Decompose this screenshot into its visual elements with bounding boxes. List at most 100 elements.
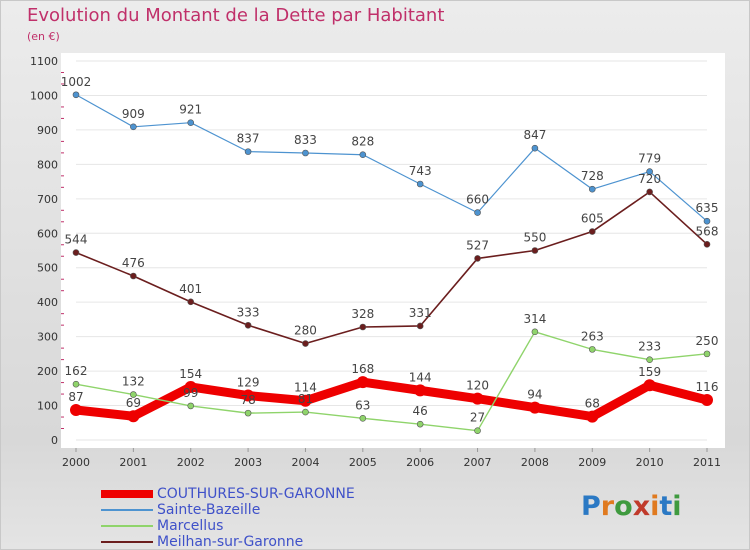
- y-tick-label: 900: [37, 124, 58, 137]
- legend-label: Marcellus: [157, 518, 224, 534]
- data-point: [531, 247, 539, 254]
- data-label: 314: [523, 312, 546, 326]
- data-label: 527: [466, 238, 489, 252]
- data-point: [531, 144, 539, 152]
- data-point: [416, 180, 424, 188]
- data-label: 263: [581, 329, 604, 343]
- data-point: [643, 379, 656, 392]
- data-label: 233: [638, 340, 661, 354]
- data-point: [244, 148, 252, 155]
- y-tick-label: 300: [37, 331, 58, 344]
- data-point: [70, 404, 82, 417]
- data-point: [474, 427, 481, 434]
- data-point: [356, 376, 369, 389]
- legend-swatch: [101, 541, 153, 543]
- data-label: 635: [696, 201, 719, 215]
- data-point: [187, 402, 195, 410]
- data-label: 81: [298, 392, 313, 406]
- data-label: 99: [183, 386, 198, 400]
- data-label: 728: [581, 169, 604, 183]
- data-label: 331: [409, 306, 432, 320]
- data-point: [302, 149, 309, 157]
- data-label: 328: [351, 307, 374, 321]
- y-tick-label: 1000: [30, 89, 58, 102]
- data-point: [302, 408, 309, 416]
- data-label: 280: [294, 324, 317, 338]
- data-label: 78: [240, 393, 255, 407]
- data-point: [586, 410, 599, 423]
- data-point: [130, 272, 137, 280]
- data-label: 46: [413, 404, 428, 418]
- logo-letter: P: [581, 491, 601, 522]
- legend-label: COUTHURES-SUR-GARONNE: [157, 486, 355, 502]
- data-label: 87: [68, 390, 83, 404]
- data-label: 333: [237, 305, 260, 319]
- data-label: 828: [351, 135, 374, 149]
- data-point: [531, 328, 539, 336]
- x-tick-label: 2000: [62, 456, 90, 469]
- series-line: [75, 94, 708, 222]
- data-label: 743: [409, 164, 432, 178]
- data-point: [130, 391, 137, 398]
- logo-letter: i: [672, 491, 682, 522]
- data-point: [646, 188, 653, 196]
- data-point: [242, 389, 255, 402]
- data-point: [474, 209, 481, 216]
- data-point: [302, 340, 309, 347]
- data-point: [359, 323, 367, 331]
- series-line: [75, 331, 708, 432]
- data-label: 162: [65, 364, 88, 378]
- data-label: 120: [466, 379, 489, 393]
- x-tick-label: 2010: [636, 456, 664, 469]
- x-tick-label: 2006: [406, 456, 434, 469]
- y-tick-label: 800: [37, 158, 58, 171]
- data-label: 1002: [61, 75, 92, 89]
- data-label: 159: [638, 365, 661, 379]
- y-tick-label: 400: [37, 296, 58, 309]
- data-label: 909: [122, 107, 145, 121]
- logo-letter: o: [614, 491, 633, 522]
- data-point: [474, 255, 481, 262]
- data-label: 63: [355, 398, 370, 412]
- chart-subtitle: (en €): [27, 30, 60, 43]
- data-label: 114: [294, 381, 317, 395]
- data-point: [244, 409, 252, 417]
- series-line: [75, 191, 708, 345]
- data-label: 168: [351, 362, 374, 376]
- data-point: [646, 168, 653, 175]
- data-label: 921: [179, 103, 202, 117]
- x-tick-label: 2002: [177, 456, 205, 469]
- data-point: [130, 123, 137, 131]
- series-line: [71, 377, 712, 422]
- data-point: [703, 217, 711, 225]
- data-label: 68: [585, 397, 600, 411]
- data-point: [588, 228, 596, 235]
- data-point: [703, 350, 711, 358]
- data-label: 568: [696, 224, 719, 238]
- x-tick-label: 2004: [291, 456, 319, 469]
- legend-swatch: [101, 525, 153, 527]
- data-label: 720: [638, 172, 661, 186]
- data-label: 132: [122, 375, 145, 389]
- data-label: 779: [638, 152, 661, 166]
- data-point: [471, 392, 484, 405]
- data-point: [187, 298, 195, 306]
- data-label: 605: [581, 212, 604, 226]
- legend-label: Meilhan-sur-Garonne: [157, 534, 304, 550]
- logo-letter: i: [650, 491, 660, 522]
- data-label: 544: [65, 233, 88, 247]
- chart-title: Evolution du Montant de la Dette par Hab…: [27, 5, 445, 26]
- data-point: [184, 380, 197, 393]
- data-point: [646, 356, 653, 364]
- data-label: 27: [470, 411, 485, 425]
- data-point: [416, 322, 424, 330]
- data-label: 154: [179, 367, 202, 381]
- data-label: 833: [294, 133, 317, 147]
- data-point: [528, 401, 541, 414]
- data-label: 250: [696, 334, 719, 348]
- y-tick-label: 100: [37, 400, 58, 413]
- data-point: [359, 151, 367, 159]
- data-point: [299, 394, 312, 407]
